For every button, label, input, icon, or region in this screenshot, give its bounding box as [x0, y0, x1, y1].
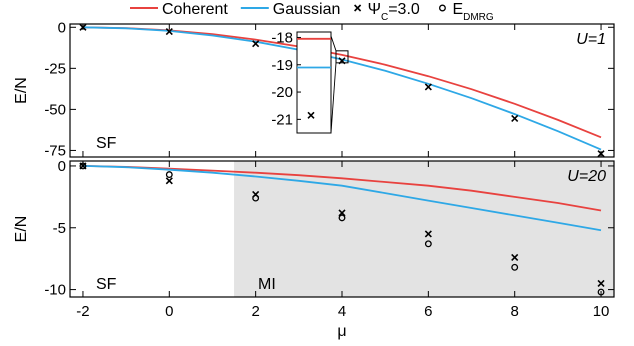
legend-label-1: Gaussian [273, 1, 341, 18]
legend-label-2: ΨC=3.0 [368, 1, 420, 23]
series-line-0 [82, 165, 602, 212]
inset-tick-label-3: -21 [271, 111, 293, 128]
legend: Coherent Gaussian ΨC=3.0 EDMRG [130, 1, 494, 23]
inset-tick-label-1: -19 [271, 57, 293, 74]
zoom-connector-top [330, 35, 337, 51]
top-panel: 0 -25 -50 -75 E/N U=1 SF -18 -19 -20 -21 [13, 19, 615, 159]
y-axis-label: E/N [13, 216, 30, 243]
sf-label-bottom: SF [96, 276, 117, 293]
legend-label-3: EDMRG [452, 1, 493, 23]
xtick-label-4: 6 [424, 303, 432, 320]
sf-label: SF [96, 135, 117, 152]
data-point-2-4 [424, 230, 432, 238]
inset-frame [296, 31, 332, 134]
data-point-3-6 [597, 288, 605, 296]
zoom-box [335, 50, 349, 64]
ytick-label-2: -50 [44, 101, 66, 118]
xtick-label-3: 4 [338, 303, 346, 320]
data-point-2-1 [165, 177, 173, 185]
y-axis-label: E/N [13, 77, 30, 104]
xtick-label-5: 8 [511, 303, 519, 320]
data-point-2-3 [338, 209, 346, 217]
data-point-2-6 [597, 279, 605, 287]
inset-tick-label-0: -18 [271, 29, 293, 46]
axes-frame [69, 160, 615, 298]
data-point-3-5 [511, 263, 519, 271]
ytick-label-0: 0 [58, 158, 66, 175]
ytick-label-0: 0 [58, 19, 66, 36]
series-line-1 [82, 165, 602, 232]
mi-region [234, 161, 615, 297]
ytick-label-2: -10 [44, 282, 66, 299]
data-point-3-3 [338, 214, 346, 222]
u-annotation: U=20 [567, 168, 606, 185]
data-point-2-6 [597, 150, 605, 158]
inset-tick-label-2: -20 [271, 84, 293, 101]
legend-label-0: Coherent [162, 1, 228, 18]
x-axis-label: μ [337, 323, 346, 340]
xtick-label-0: -2 [76, 303, 89, 320]
ytick-label-1: -5 [53, 220, 66, 237]
data-point-2-5 [511, 253, 519, 262]
data-point-3-1 [165, 171, 173, 179]
ytick-label-1: -25 [44, 60, 66, 77]
data-point-2-2 [252, 40, 260, 48]
data-point-2-5 [511, 114, 519, 122]
legend-marker-2 [354, 4, 362, 12]
legend-marker-3 [439, 4, 446, 12]
data-point-3-0 [79, 162, 87, 170]
u-annotation: U=1 [576, 31, 606, 48]
zoom-connector-bottom [330, 62, 337, 134]
ytick-label-3: -75 [44, 142, 66, 159]
data-point-2-0 [79, 23, 87, 31]
bottom-panel: 0 -5 -10 E/N U=20 SF MI -2 0 2 4 6 8 10 μ [13, 158, 615, 340]
data-point-2-1 [165, 27, 173, 36]
series-line-0 [82, 26, 602, 139]
inset-marker [307, 111, 315, 119]
xtick-label-1: 0 [165, 303, 173, 320]
data-point-3-4 [424, 240, 432, 248]
axes-frame [69, 23, 615, 158]
data-point-3-2 [252, 194, 260, 202]
xtick-label-2: 2 [251, 303, 259, 320]
data-point-2-4 [424, 83, 432, 91]
xtick-label-6: 10 [593, 303, 610, 320]
mi-label: MI [258, 276, 276, 293]
series-line-1 [82, 26, 602, 151]
